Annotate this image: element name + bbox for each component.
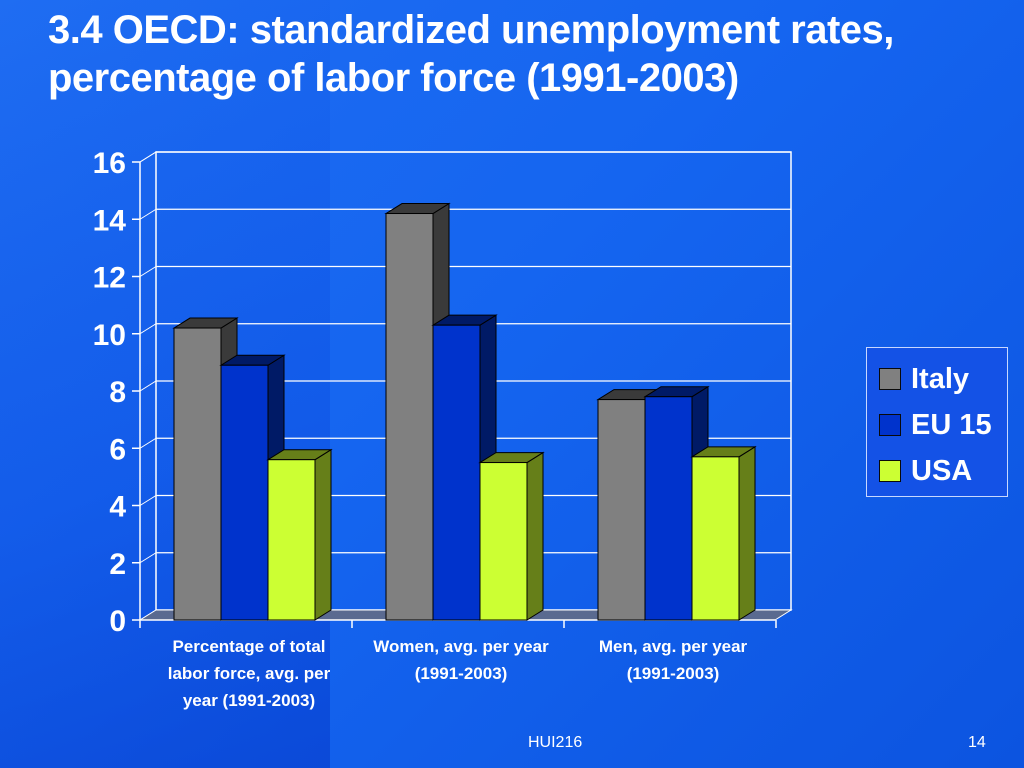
x-category-label: Women, avg. per year [373,637,549,656]
slide-title: 3.4 OECD: standardized unemployment rate… [48,6,1008,102]
x-category-label: labor force, avg. per [168,664,331,683]
bar-usa-1 [479,462,528,621]
bar-usa-0 [267,459,316,621]
bar-usa-2 [691,456,740,621]
gridline-depth [139,380,157,392]
gridline-depth [139,151,157,163]
x-category-label: Men, avg. per year [599,637,748,656]
legend-item-usa: USA [879,448,1007,494]
legend-swatch-italy [879,368,901,390]
x-category-label: year (1991-2003) [183,691,315,710]
x-category-label: (1991-2003) [415,664,508,683]
page-number: 14 [968,734,986,751]
legend-swatch-usa [879,460,901,482]
bar-eu15-0 [220,364,269,621]
bar-side-usa-1 [526,451,544,621]
gridline-depth [139,323,157,335]
y-tick-label: 12 [93,262,126,295]
legend-item-italy: Italy [879,356,1007,402]
bar-italy-2 [597,399,646,621]
gridline-depth [139,552,157,564]
footer-label: HUI216 [528,734,583,751]
y-tick-label: 2 [109,548,126,581]
bar-side-usa-2 [738,445,756,621]
bar-eu15-1 [432,324,481,621]
legend-label-usa: USA [911,454,973,487]
y-tick-label: 14 [93,204,127,237]
legend-label-italy: Italy [911,362,970,395]
legend-item-eu15: EU 15 [879,402,1007,448]
y-tick-label: 4 [109,491,126,524]
bar-italy-1 [385,213,434,621]
y-tick-label: 16 [93,147,126,180]
y-tick-label: 10 [93,319,126,352]
gridline-depth [139,208,157,220]
title-line-2: percentage of labor force (1991-2003) [48,56,739,100]
legend-label-eu15: EU 15 [911,408,992,441]
bar-side-usa-0 [314,448,332,621]
y-tick-label: 6 [109,433,126,466]
gridline-depth [139,437,157,449]
x-category-label: Percentage of total [172,637,325,656]
chart-legend: Italy EU 15 USA [866,347,1008,497]
gridline-depth [139,495,157,506]
y-tick-label: 0 [109,605,126,638]
legend-swatch-eu15 [879,414,901,436]
bar-eu15-2 [644,396,693,621]
bar-italy-0 [173,327,222,621]
y-tick-label: 8 [109,376,126,409]
x-category-label: (1991-2003) [627,664,720,683]
gridline-depth [139,266,157,277]
title-line-1: 3.4 OECD: standardized unemployment rate… [48,8,894,52]
